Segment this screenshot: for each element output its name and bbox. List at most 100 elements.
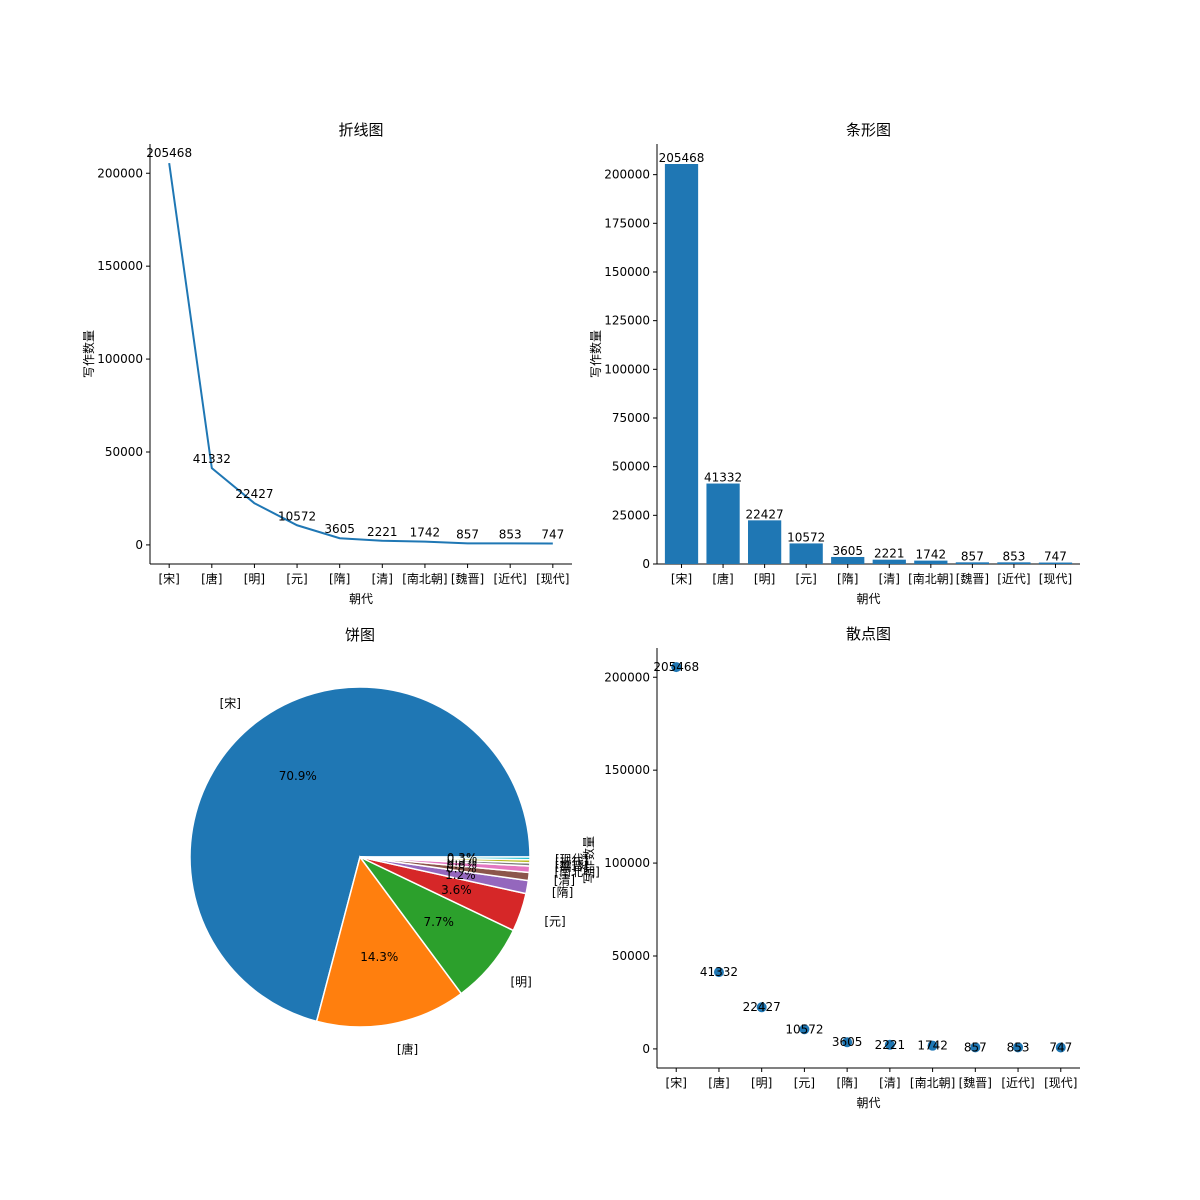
pie-label: [隋] (552, 886, 573, 900)
x-tick-label: [清] (879, 1076, 900, 1090)
y-tick-label: 75000 (612, 411, 650, 425)
data-label: 22427 (235, 487, 273, 501)
data-label: 2221 (367, 525, 398, 539)
data-label: 747 (1044, 550, 1067, 564)
y-tick-label: 0 (642, 1042, 650, 1056)
data-label: 10572 (787, 530, 825, 544)
x-tick-label: [南北朝] (908, 571, 953, 586)
bar (914, 560, 948, 564)
x-tick-label: [明] (754, 572, 775, 586)
x-tick-label: [元] (795, 572, 816, 586)
pie-percent-label: 3.6% (441, 883, 472, 897)
data-label: 3605 (832, 1035, 863, 1049)
x-axis-label: 朝代 (856, 1096, 880, 1110)
x-axis-label: 朝代 (349, 592, 373, 606)
scatter-point (970, 1042, 981, 1053)
pie-percent-label: 7.7% (423, 915, 454, 929)
y-tick-label: 150000 (604, 265, 650, 279)
scatter-point (1055, 1042, 1066, 1053)
line-series (168, 162, 553, 545)
y-axis-label: 写作数量 (588, 330, 603, 378)
bar (997, 562, 1031, 564)
data-label: 10572 (278, 509, 316, 523)
data-label: 3605 (324, 522, 355, 536)
data-label: 857 (961, 549, 984, 563)
y-tick-label: 200000 (604, 168, 650, 182)
scatter-point (927, 1040, 938, 1051)
x-tick-label: [唐] (712, 571, 733, 586)
y-tick-label: 100000 (97, 352, 143, 366)
data-label: 853 (499, 527, 522, 541)
pie-percent-label: 0.3% (447, 851, 478, 865)
data-label: 1742 (916, 548, 947, 562)
pie-label: [清] (554, 873, 575, 887)
x-tick-label: [近代] (1001, 1076, 1034, 1090)
pie-label: [唐] (397, 1041, 418, 1056)
data-label: 853 (1007, 1040, 1030, 1054)
pie-slice (189, 686, 531, 1023)
pie-ylabel: 写作数量 (581, 836, 596, 884)
y-tick-label: 175000 (604, 216, 650, 230)
pie-slice (359, 856, 531, 861)
chart-title: 散点图 (846, 625, 891, 643)
x-tick-label: [隋] (837, 572, 858, 586)
chart-line: 折线图 0 50000 100000 150000 200000 [宋] [唐] [明] [元] [… (81, 121, 572, 606)
chart-title: 饼图 (345, 626, 375, 644)
y-tick-label: 200000 (604, 670, 650, 684)
x-tick-label: [近代] (494, 572, 527, 586)
x-tick-label: [隋] (329, 572, 350, 586)
pie-label: [近代] (555, 856, 588, 870)
data-label: 41332 (704, 471, 742, 485)
chart-title: 折线图 (338, 121, 383, 139)
pie-label: [南北朝] (554, 864, 599, 879)
data-label: 747 (541, 528, 564, 542)
data-label: 22427 (743, 1000, 781, 1014)
pie-label: [明] (510, 975, 531, 989)
x-tick-label: [清] (372, 572, 393, 586)
bar (1038, 562, 1073, 564)
x-tick-label: [唐] (201, 571, 222, 586)
x-tick-label: [元] (794, 1076, 815, 1090)
pie-label: [元] (544, 915, 565, 929)
y-tick-label: 150000 (97, 259, 143, 273)
bar (706, 483, 740, 564)
bar (747, 520, 782, 564)
y-axis-label: 写作数量 (81, 330, 96, 378)
data-label: 857 (456, 527, 479, 541)
scatter-point (756, 1002, 767, 1013)
chart-pie: 饼图[宋]70.9%[唐]14.3%[明]7.7% [元]3.6% [隋]1.2%[… (189, 626, 600, 1056)
y-tick-label: 25000 (612, 508, 650, 522)
x-tick-label: [魏晋] (956, 571, 989, 586)
y-tick-label: 125000 (604, 314, 650, 328)
x-tick-label: [南北朝] (910, 1075, 955, 1090)
x-tick-label: [宋] (666, 1075, 687, 1090)
data-label: 2221 (875, 1038, 906, 1052)
data-label: 853 (1002, 549, 1025, 563)
pie-percent-label: 70.9% (279, 769, 317, 783)
x-axis-label: 朝代 (856, 592, 880, 606)
pie-percent-label: 0.3% (447, 853, 478, 867)
scatter-point (799, 1024, 810, 1035)
y-tick-label: 50000 (612, 460, 650, 474)
x-tick-label: [元] (286, 572, 307, 586)
data-label: 205468 (653, 660, 699, 674)
x-tick-label: [现代] (1039, 572, 1072, 586)
data-label: 205468 (659, 151, 705, 165)
scatter-point (671, 662, 682, 673)
y-tick-label: 50000 (105, 445, 143, 459)
scatter-point (842, 1037, 853, 1048)
data-label: 3605 (832, 544, 863, 558)
y-tick-label: 200000 (97, 166, 143, 180)
data-label: 857 (964, 1040, 987, 1054)
scatter-point (713, 967, 724, 978)
data-label: 41332 (700, 965, 738, 979)
x-tick-label: [宋] (671, 571, 692, 586)
pie-label: [宋] (220, 696, 241, 711)
data-label: 22427 (746, 507, 784, 521)
x-tick-label: [宋] (158, 571, 179, 586)
y-tick-label: 100000 (604, 362, 650, 376)
x-tick-label: [明] (751, 1076, 772, 1090)
y-tick-label: 0 (135, 538, 143, 552)
x-tick-label: [明] (244, 572, 265, 586)
